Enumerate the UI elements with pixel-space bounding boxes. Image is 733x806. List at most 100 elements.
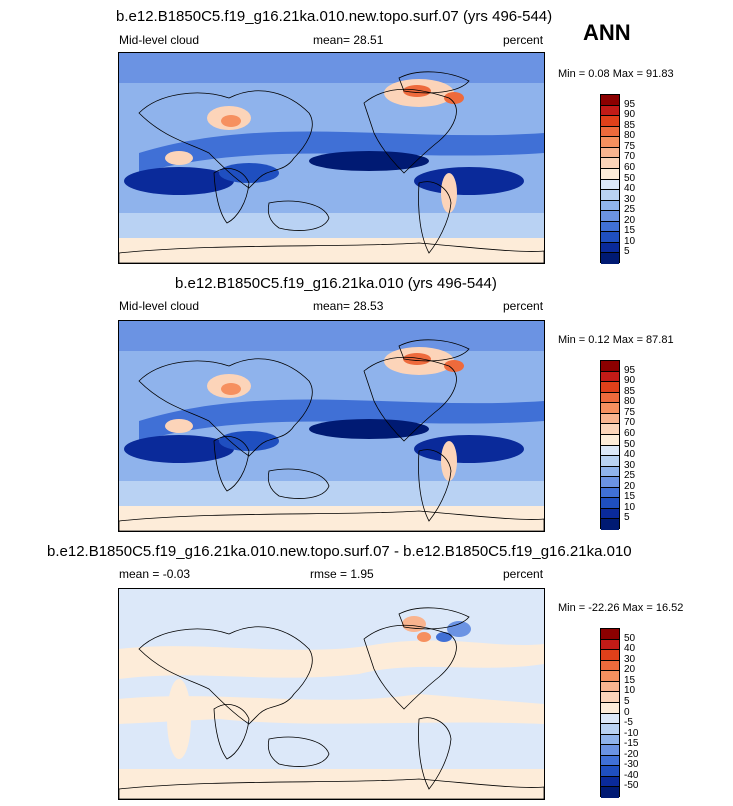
colorbar-swatch [601,211,619,222]
colorbar-swatch [601,116,619,127]
colorbar-swatch [601,158,619,169]
colorbar-tick-label: 40 [624,183,636,195]
colorbar-swatch [601,126,619,138]
map-band [119,640,544,679]
coastline [213,436,250,492]
panel-1-minmax-label: Min = 0.08 Max = 91.83 [558,68,674,80]
map-region [402,616,426,632]
colorbar-swatch [601,232,619,243]
colorbar-tick-label: 50 [624,172,636,184]
colorbar-swatch [601,445,619,457]
colorbar-swatch [601,724,619,735]
colorbar-tick-label: 40 [624,449,636,461]
map-region [441,441,457,481]
season-label: ANN [583,20,631,45]
map-region [436,632,452,642]
panel-3-rmse-label: rmse = 1.95 [310,567,374,581]
colorbar-swatch [601,105,619,117]
colorbar-tick-label: 95 [624,98,636,110]
colorbar-swatch [601,755,619,767]
panel-3-title: b.e12.B1850C5.f19_g16.21ka.010.new.topo.… [47,543,632,560]
colorbar-tick-label: 25 [624,470,636,482]
coastline [138,90,313,189]
panel-1-mean-label: mean= 28.51 [313,33,384,47]
coastline [398,339,470,362]
colorbar-tick-label: 20 [624,664,636,676]
colorbar-tick-label: 80 [624,130,636,142]
colorbar-swatch [601,361,619,372]
colorbar-swatch [601,253,619,264]
map-region [414,167,524,195]
colorbar-tick-label: 5 [624,695,630,707]
colorbar-tick-label: 50 [624,438,636,450]
map-band [119,694,544,724]
map-region [444,360,464,372]
panel-2-mean-label: mean= 28.53 [313,299,384,313]
coastline [363,88,457,174]
colorbar-tick-label: 75 [624,140,636,152]
map-region [403,85,431,97]
coastline [363,624,457,710]
panel-1-colorbar [600,94,620,264]
colorbar-swatch [601,639,619,651]
colorbar-tick-label: -30 [624,759,639,771]
colorbar-swatch [601,734,619,746]
colorbar-tick-label: 30 [624,459,636,471]
coastline [363,356,457,442]
map-region [221,383,241,395]
panel-2-map [118,320,545,532]
map-region [221,115,241,127]
map-region [414,435,524,463]
colorbar-tick-label: 25 [624,204,636,216]
map-band [119,238,544,263]
map-region [124,167,234,195]
coastline [138,358,313,457]
map-background [119,589,544,799]
panel-3-mean-label: mean = -0.03 [119,567,191,581]
colorbar-tick-label: 10 [624,501,636,513]
colorbar-swatch [601,702,619,714]
colorbar-tick-label: -15 [624,738,639,750]
colorbar-tick-label: 75 [624,406,636,418]
colorbar-tick-label: 10 [624,235,636,247]
colorbar-swatch [601,629,619,640]
colorbar-tick-label: 70 [624,151,636,163]
colorbar-swatch [601,776,619,788]
panel-3-units-label: percent [503,567,544,581]
panel-1-units-label: percent [503,33,544,47]
colorbar-swatch [601,137,619,148]
colorbar-swatch [601,681,619,693]
colorbar-tick-label: 10 [624,685,636,697]
map-region [219,163,279,183]
colorbar-swatch [601,242,619,254]
coastline [418,181,452,254]
panel-1-map [118,52,545,264]
colorbar-tick-label: 15 [624,674,636,686]
colorbar-swatch [601,519,619,530]
colorbar-swatch [601,650,619,661]
map-region [309,151,429,171]
coastline [119,242,544,263]
colorbar-tick-label: 20 [624,480,636,492]
map-region [447,621,471,637]
coastline [213,704,250,760]
coastline [267,468,330,499]
colorbar-swatch [601,147,619,159]
colorbar-swatch [601,787,619,798]
map-region [444,92,464,104]
colorbar-tick-label: -20 [624,748,639,760]
map-canvas [119,589,544,799]
map-region [403,353,431,365]
panel-2-variable-label: Mid-level cloud [119,299,200,313]
panel-3-minmax-label: Min = -22.26 Max = 16.52 [558,602,684,614]
colorbar-tick-label: 40 [624,643,636,655]
coastline [267,736,330,767]
panel-1-variable-label: Mid-level cloud [119,33,200,47]
colorbar-swatch [601,168,619,180]
map-canvas [119,53,544,263]
panel-3-map [118,588,545,800]
map-region [165,151,193,165]
colorbar-swatch [601,424,619,435]
colorbar-swatch [601,745,619,756]
coastline [418,449,452,522]
